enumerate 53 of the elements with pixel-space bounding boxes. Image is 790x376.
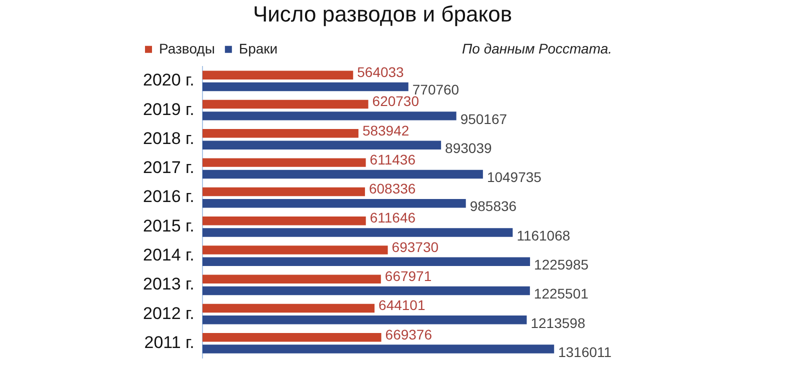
data-label: 1316011: [558, 344, 612, 360]
data-label: 1225501: [534, 286, 589, 302]
data-label: 985836: [470, 198, 517, 214]
bar: [202, 82, 408, 92]
data-label: 693730: [392, 238, 439, 255]
data-label: 583942: [362, 122, 410, 138]
bar: [202, 257, 530, 266]
bar: [202, 286, 530, 296]
bar: [202, 216, 366, 226]
bar: [202, 158, 366, 167]
data-label: 620730: [372, 93, 420, 110]
data-label: 1213598: [530, 314, 586, 331]
y-tick-label: 2014 г.: [143, 245, 194, 264]
y-tick-label: 2016 г.: [143, 187, 194, 206]
legend-label: Браки: [238, 40, 278, 56]
bar: [202, 316, 527, 324]
data-label: 667971: [384, 268, 432, 284]
bar: [202, 228, 513, 237]
bar: [202, 112, 456, 120]
y-tick-label: 2018 г.: [143, 128, 194, 148]
bar: [202, 344, 554, 354]
data-label: 611646: [370, 210, 416, 226]
bar: [202, 304, 375, 313]
data-label: 1225985: [534, 256, 589, 272]
bar: [202, 274, 381, 284]
y-tick-label: 2012 г.: [143, 304, 194, 323]
data-label: 950167: [460, 110, 508, 127]
data-label: 644101: [378, 297, 426, 314]
data-label: 1161068: [516, 227, 570, 244]
y-tick-label: 2015 г.: [143, 216, 194, 236]
legend-label: Разводы: [159, 40, 215, 56]
bar: [202, 198, 466, 208]
chart-title: Число разводов и браков: [252, 1, 512, 26]
y-tick-label: 2013 г.: [143, 274, 194, 294]
data-label: 893039: [445, 140, 492, 156]
bar: [202, 333, 382, 342]
data-label: 564033: [357, 64, 404, 80]
data-label: 611436: [370, 151, 416, 168]
y-tick-label: 2011 г.: [144, 332, 194, 352]
bar: [202, 170, 483, 179]
text: По данным Росстата.: [462, 40, 612, 56]
bar: [202, 187, 365, 196]
bar: [202, 246, 388, 254]
data-label: 669376: [385, 326, 432, 342]
y-tick-label: 2020 г.: [143, 70, 194, 90]
bar: [202, 140, 442, 150]
bar: [202, 70, 354, 80]
data-label: 608336: [368, 180, 416, 197]
bar: [202, 100, 368, 109]
bar: [202, 129, 358, 138]
y-tick-label: 2019 г.: [143, 100, 194, 119]
data-label: 1049735: [486, 169, 542, 186]
y-tick-label: 2017 г.: [143, 158, 194, 178]
